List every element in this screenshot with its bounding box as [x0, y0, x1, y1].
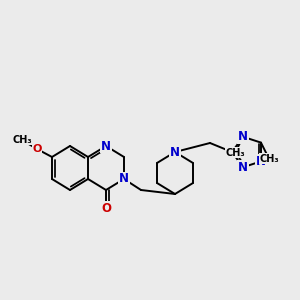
Text: N: N: [238, 130, 248, 143]
Text: CH₃: CH₃: [225, 148, 245, 158]
Text: N: N: [170, 146, 180, 158]
Text: CH₃: CH₃: [259, 154, 279, 164]
Text: O: O: [101, 202, 111, 214]
Text: N: N: [119, 172, 129, 185]
Text: CH₃: CH₃: [12, 135, 32, 145]
Text: O: O: [32, 144, 42, 154]
Text: N: N: [256, 155, 266, 168]
Text: N: N: [238, 161, 248, 174]
Text: N: N: [101, 140, 111, 152]
